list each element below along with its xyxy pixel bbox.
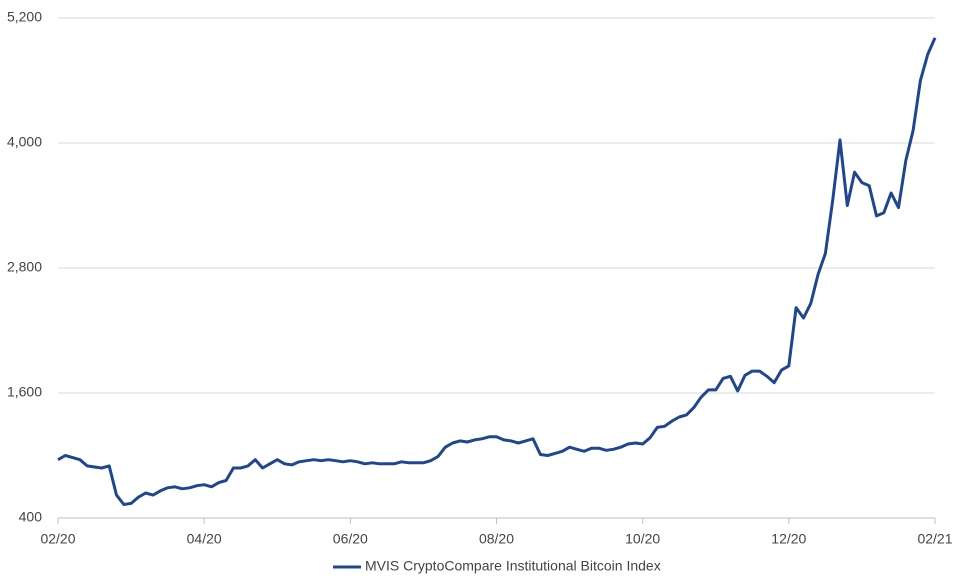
x-tick-label: 02/20	[40, 531, 75, 547]
series-line	[57, 37, 937, 506]
x-tick-label: 12/20	[771, 531, 806, 547]
x-tick-label: 10/20	[625, 531, 660, 547]
y-tick-label: 5,200	[7, 9, 42, 25]
x-tick-label: 02/21	[917, 531, 952, 547]
y-tick-label: 4,000	[7, 134, 42, 150]
y-tick-label: 2,800	[7, 259, 42, 275]
x-tick-label: 06/20	[333, 531, 368, 547]
x-tick-label: 04/20	[187, 531, 222, 547]
x-tick-label: 08/20	[479, 531, 514, 547]
y-tick-label: 1,600	[7, 384, 42, 400]
y-tick-label: 400	[19, 509, 43, 525]
legend-label: MVIS CryptoCompare Institutional Bitcoin…	[365, 558, 661, 574]
